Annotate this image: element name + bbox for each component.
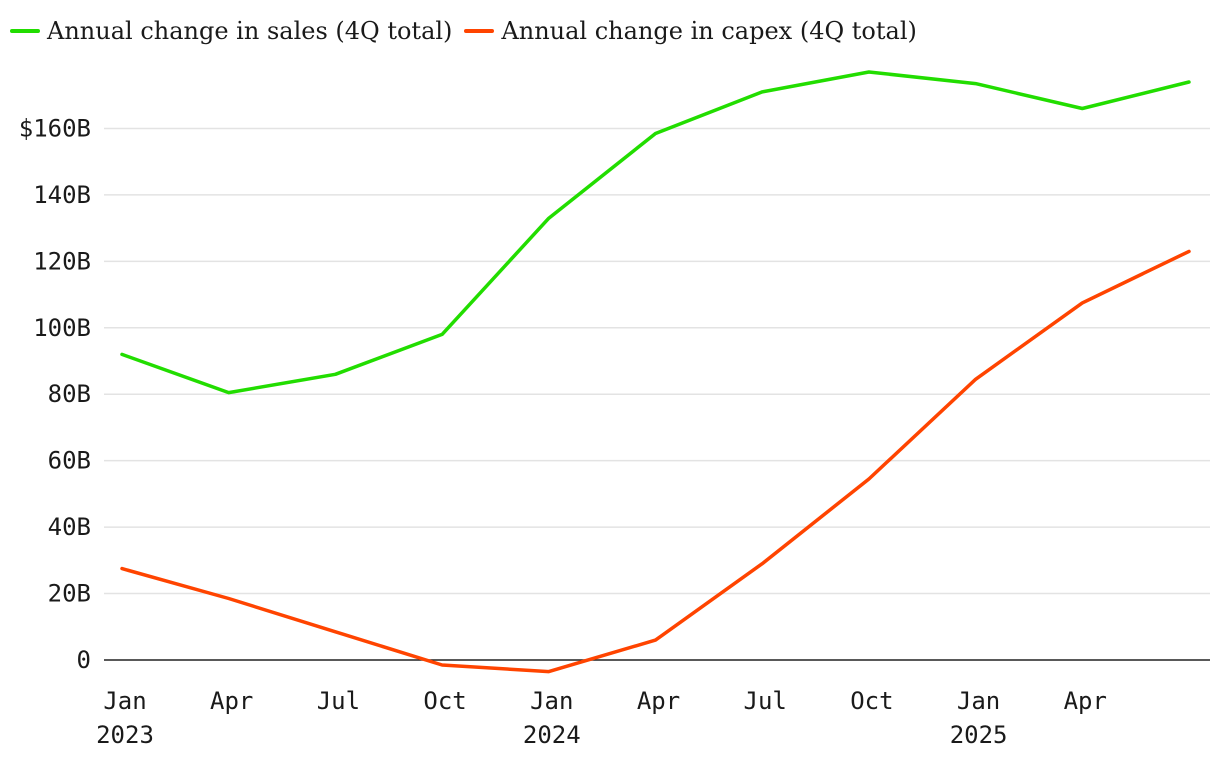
y-tick-label: 20B [48,580,91,608]
y-tick-label: 80B [48,380,91,408]
x-tick-label: Jan [103,687,146,715]
x-tick-label: Apr [210,687,253,715]
y-tick-label: 40B [48,513,91,541]
legend-item-capex: Annual change in capex (4Q total) [464,17,917,45]
x-tick-label: Jan [957,687,1000,715]
series-line-sales [120,70,1191,395]
y-tick-label: 60B [48,447,91,475]
x-tick-label: Jul [744,687,787,715]
x-tick-label: Jul [317,687,360,715]
x-tick-label: Oct [423,687,466,715]
y-tick-label: $160B [19,114,91,142]
legend: Annual change in sales (4Q total) Annual… [10,14,929,48]
x-tick-year-label: 2023 [96,721,154,749]
x-tick-label: Apr [1064,687,1107,715]
legend-swatch-capex [464,29,495,33]
y-tick-label: 0 [77,646,91,674]
x-tick-label: Jan [530,687,573,715]
series-line-capex [120,249,1191,674]
legend-swatch-sales [10,29,40,33]
x-tick-year-label: 2024 [523,721,581,749]
y-tick-label: 100B [33,314,91,342]
x-tick-label: Apr [637,687,680,715]
y-tick-label: 140B [33,181,91,209]
legend-label-sales: Annual change in sales (4Q total) [47,17,453,45]
legend-label-capex: Annual change in capex (4Q total) [501,17,917,45]
legend-item-sales: Annual change in sales (4Q total) [10,17,452,45]
x-tick-label: Oct [850,687,893,715]
y-tick-label: 120B [33,247,91,275]
x-tick-year-label: 2025 [950,721,1008,749]
